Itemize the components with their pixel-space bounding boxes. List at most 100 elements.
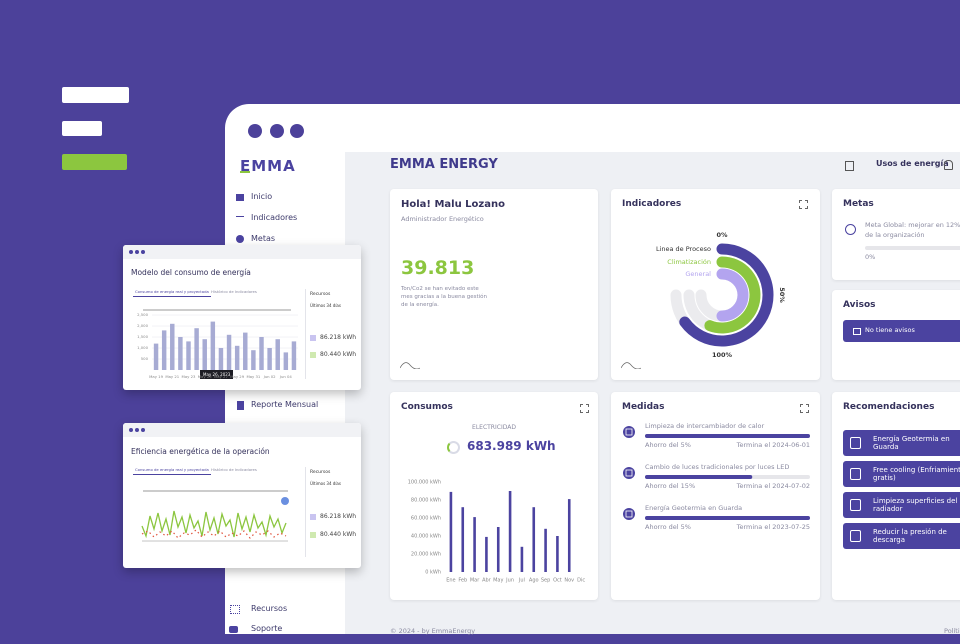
window-dot <box>290 124 304 138</box>
tab[interactable]: Histórico de Indicadores <box>211 467 257 472</box>
tab[interactable]: Consumo de energía real y proyectada <box>133 289 211 297</box>
nav-icon <box>230 605 240 614</box>
recommendation[interactable]: Energía Geotermia en Guarda <box>843 430 960 456</box>
avisos-card: Avisos No tiene avisos <box>832 290 960 380</box>
side-icon <box>310 335 316 341</box>
slider[interactable] <box>143 309 291 311</box>
divider <box>305 467 306 557</box>
side-icon <box>310 352 316 358</box>
deco-bar <box>62 121 102 136</box>
decorative-plot <box>141 510 288 542</box>
dot <box>141 428 145 432</box>
mini-curve <box>621 362 641 369</box>
side-period: Últimos 34 días <box>310 481 341 486</box>
footer-link[interactable]: Política <box>944 627 960 635</box>
metas-card: Metas Meta Global: mejorar en 12% de la … <box>832 189 960 280</box>
bell-icon[interactable] <box>944 160 953 170</box>
goal-icon <box>845 224 856 235</box>
side-value: 80.440 kWh <box>320 531 357 538</box>
window-dot <box>248 124 262 138</box>
chart-subtitle: ELECTRICIDAD <box>472 424 516 431</box>
recommendation-text: Free cooling (Enfriamiento gratis) <box>873 466 960 482</box>
expand-icon[interactable] <box>800 404 809 413</box>
card-title: Medidas <box>622 402 665 412</box>
bottom-strip <box>225 634 960 644</box>
welcome-card: Hola! Malu Lozano Administrador Energéti… <box>390 189 598 380</box>
deco-bar <box>62 87 129 103</box>
mini-topbar <box>123 423 361 437</box>
mini-card: Modelo del consumo de energía Consumo de… <box>123 245 361 390</box>
consumos-card: Consumos ELECTRICIDAD 683.989 kWh <box>390 392 598 600</box>
nav-icon <box>237 401 244 410</box>
side-period: Últimos 34 días <box>310 303 341 308</box>
nav-item[interactable]: Inicio <box>251 192 273 201</box>
nav-icon <box>236 216 244 220</box>
nav-item[interactable]: Indicadores <box>251 213 298 222</box>
welcome-role: Administrador Energético <box>401 215 484 223</box>
expand-icon[interactable] <box>799 200 808 209</box>
card-title: Metas <box>843 199 874 209</box>
mini-curve <box>400 362 420 369</box>
nav-icon <box>236 235 244 243</box>
nav-item[interactable]: Recursos <box>251 604 288 613</box>
side-value: 80.440 kWh <box>320 351 357 358</box>
mini-title: Eficiencia energética de la operación <box>131 447 270 456</box>
notice-text: No tiene avisos <box>865 326 915 334</box>
welcome-value: 39.813 <box>401 257 475 279</box>
recommendation[interactable]: Limpieza superficies del radiador <box>843 492 960 518</box>
goal-label: 0% <box>865 253 876 261</box>
header-link[interactable]: Usos de energía <box>876 159 949 168</box>
divider <box>305 289 306 379</box>
goal-text: Meta Global: mejorar en 12% de la organi… <box>865 221 960 239</box>
side-value: 86.218 kWh <box>320 334 357 341</box>
header-title: EMMA ENERGY <box>390 157 498 172</box>
header-icon <box>845 161 854 171</box>
dot <box>135 428 139 432</box>
nav-icon <box>229 626 238 633</box>
tab[interactable]: Histórico de Indicadores <box>211 289 257 294</box>
recommendation-text: Reducir la presión de descarga <box>873 528 947 544</box>
dot <box>129 250 133 254</box>
logo: EMMA <box>240 157 296 175</box>
card-title: Indicadores <box>622 199 682 209</box>
mini-title: Modelo del consumo de energía <box>131 268 251 277</box>
side-icon <box>310 514 316 520</box>
side-title: Recursos <box>310 292 331 297</box>
card-title: Recomendaciones <box>843 402 935 412</box>
nav-item[interactable]: Soporte <box>251 624 283 633</box>
medidas-card: Medidas <box>611 392 820 600</box>
recommendation[interactable]: Reducir la presión de descarga <box>843 523 960 549</box>
tooltip: May 26, 2023 <box>200 370 234 379</box>
recommendation-text: Limpieza superficies del radiador <box>873 497 958 513</box>
side-value: 86.218 kWh <box>320 513 357 520</box>
card-title: Avisos <box>843 300 876 310</box>
slider[interactable] <box>143 490 288 492</box>
window-dot <box>270 124 284 138</box>
dot <box>141 250 145 254</box>
logo-accent <box>240 171 250 173</box>
indicadores-card: Indicadores <box>611 189 820 380</box>
side-icon <box>310 532 316 538</box>
nav-item[interactable]: Reporte Mensual <box>251 400 319 409</box>
side-title: Recursos <box>310 470 331 475</box>
expand-icon[interactable] <box>580 404 589 413</box>
recommendation-text: Energía Geotermia en Guarda <box>873 435 950 451</box>
notice-box: No tiene avisos <box>843 320 960 342</box>
dot <box>129 428 133 432</box>
nav-item[interactable]: Metas <box>251 234 276 243</box>
dot <box>135 250 139 254</box>
welcome-note: Ton/Co2 se han evitado este mes gracias … <box>401 286 488 308</box>
recommendation[interactable]: Free cooling (Enfriamiento gratis) <box>843 461 960 487</box>
slider-knob[interactable] <box>281 497 289 505</box>
welcome-title: Hola! Malu Lozano <box>401 199 505 210</box>
spinner <box>447 441 460 454</box>
deco-bar <box>62 154 127 170</box>
tab[interactable]: Consumo de energía real y proyectada <box>133 467 211 475</box>
mini-card: Eficiencia energética de la operación Co… <box>123 423 361 568</box>
footer-copyright: © 2024 - by EmmaEnergy <box>390 627 476 635</box>
nav-icon <box>236 194 244 201</box>
notice-icon <box>853 328 861 335</box>
mini-topbar <box>123 245 361 259</box>
chart-annotation: 683.989 kWh <box>467 439 556 453</box>
